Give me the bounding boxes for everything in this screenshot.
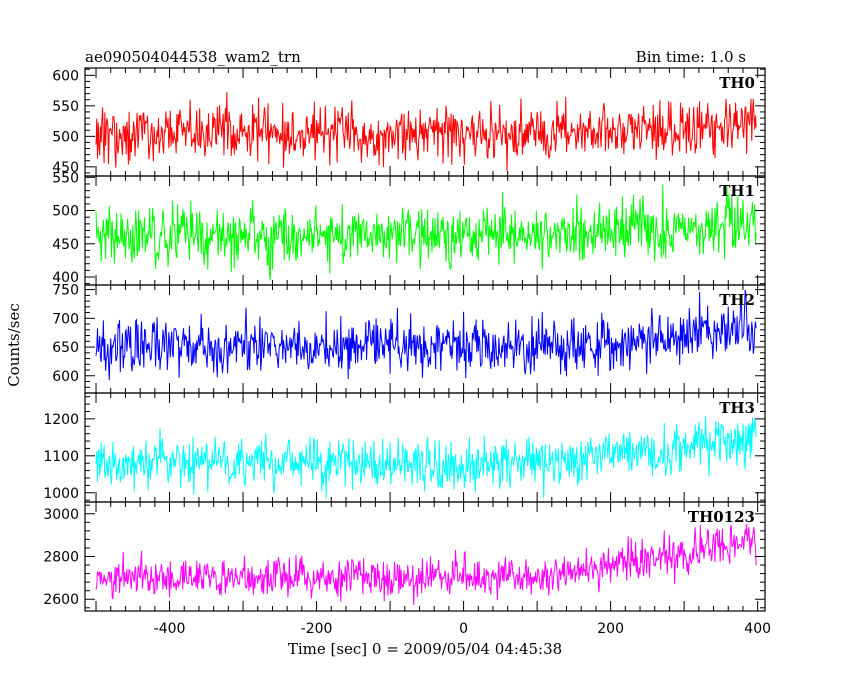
y-tick-label: 500	[52, 204, 79, 220]
x-tick-label: 200	[597, 621, 624, 637]
chart-title: ae090504044538_wam2_trn	[85, 48, 301, 66]
series-th2-line	[95, 289, 757, 381]
panel-th2: 600 650 700 750 TH2	[52, 283, 766, 394]
y-tick-label: 700	[52, 311, 79, 327]
panel-th0123: 2600 2800 3000 TH0123	[43, 501, 766, 612]
y-tick-label: 550	[52, 99, 79, 115]
panel-label-th0: TH0	[719, 74, 755, 92]
series-th1-line	[95, 184, 757, 281]
panel-label-th0123: TH0123	[688, 508, 755, 526]
x-tick-label: 400	[744, 621, 771, 637]
y-tick-label: 750	[52, 283, 79, 299]
panel-frame-th0123	[84, 501, 766, 612]
y-axis-label: Counts/sec	[5, 303, 23, 387]
panels-group: 450 500 550 600 TH0 400 450 500 550 TH1 600 650 700 7…	[43, 67, 771, 637]
y-tick-label: 650	[52, 340, 79, 356]
x-tick-label: -200	[301, 621, 333, 637]
y-tick-label: 600	[52, 369, 79, 385]
panel-th1: 400 450 500 550 TH1	[52, 170, 766, 286]
y-tick-label: 600	[52, 68, 79, 84]
panel-label-th3: TH3	[719, 399, 755, 417]
panel-label-th1: TH1	[719, 182, 755, 200]
y-tick-label: 1000	[43, 486, 79, 502]
x-tick-label: 0	[459, 621, 468, 637]
series-th0123-line	[95, 524, 757, 605]
y-tick-label: 2800	[43, 550, 79, 566]
x-axis-label: Time [sec] 0 = 2009/05/04 04:45:38	[288, 640, 562, 658]
series-th0-line	[95, 92, 757, 172]
y-tick-label: 2600	[43, 592, 79, 608]
y-tick-label: 3000	[43, 507, 79, 523]
panel-th3: 1000 1100 1200 TH3	[43, 392, 766, 503]
series-th3-line	[95, 416, 757, 498]
y-tick-label: 550	[52, 170, 79, 186]
y-tick-label: 1200	[43, 412, 79, 428]
y-tick-label: 1100	[43, 449, 79, 465]
y-tick-label: 450	[52, 160, 79, 176]
x-tick-label: -400	[154, 621, 186, 637]
bin-time-label: Bin time: 1.0 s	[636, 48, 746, 66]
y-tick-label: 500	[52, 129, 79, 145]
panel-label-th2: TH2	[719, 291, 755, 309]
y-tick-label: 400	[52, 270, 79, 286]
y-tick-label: 450	[52, 237, 79, 253]
panel-th0: 450 500 550 600 TH0	[52, 67, 766, 177]
